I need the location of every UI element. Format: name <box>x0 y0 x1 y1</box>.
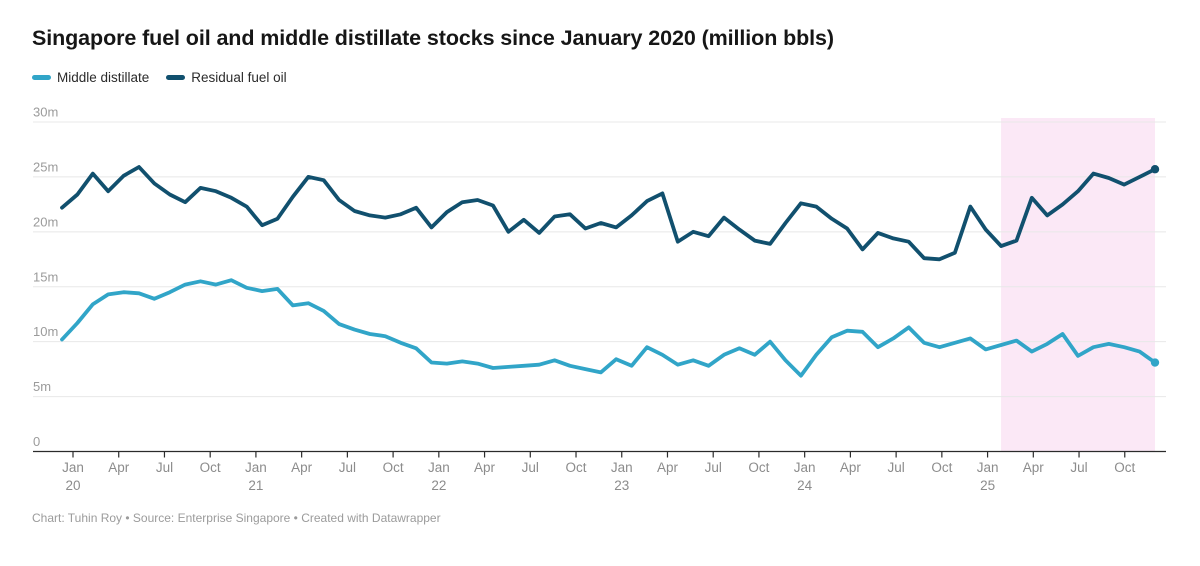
x-axis-label-month: Jan <box>611 460 633 475</box>
y-axis-label-20m: 20m <box>33 214 58 229</box>
chart-title: Singapore fuel oil and middle distillate… <box>32 26 834 50</box>
x-axis-label-month: Apr <box>840 460 862 475</box>
y-axis-label-5m: 5m <box>33 379 51 394</box>
x-axis-label-month: Jan <box>977 460 999 475</box>
chart-area: 30m 25m 20m 15m 10m 5m 0 Jan 20 Apr Jul Oct Jan 21 Apr… <box>0 100 1200 513</box>
legend-swatch-residual-fuel-oil <box>166 75 186 80</box>
legend-swatch-middle-distillate <box>32 75 51 80</box>
x-axis-label-year: 20 <box>65 478 80 493</box>
x-axis-label-month: Oct <box>566 460 587 475</box>
legend-item-middle-distillate: Middle distillate <box>32 70 149 85</box>
x-axis-label-month: Oct <box>748 460 769 475</box>
x-axis-label-month: Jan <box>245 460 267 475</box>
legend-label-middle-distillate: Middle distillate <box>57 70 150 85</box>
x-axis-label-month: Oct <box>383 460 404 475</box>
x-axis-label-month: Apr <box>108 460 130 475</box>
x-axis-label-month: Jan <box>428 460 450 475</box>
x-axis-label-year: 21 <box>248 478 263 493</box>
series-line-residual-fuel-oil <box>60 165 1157 262</box>
series-end-dot-middle-distillate <box>1150 358 1160 367</box>
x-axis-label-month: Apr <box>1023 460 1045 475</box>
x-axis-label-month: Jul <box>1070 460 1087 475</box>
legend-item-residual-fuel-oil: Residual fuel oil <box>166 70 287 85</box>
x-axis-label-month: Oct <box>200 460 221 475</box>
x-axis-label-month: Oct <box>931 460 952 475</box>
x-axis-label-month: Jul <box>156 460 173 475</box>
y-axis-label-10m: 10m <box>33 324 58 339</box>
x-axis-label-month: Jan <box>62 460 84 475</box>
legend-label-residual-fuel-oil: Residual fuel oil <box>191 70 287 85</box>
chart-svg: 30m 25m 20m 15m 10m 5m 0 Jan 20 Apr Jul Oct Jan 21 Apr… <box>33 105 1166 493</box>
x-axis-label-month: Jul <box>705 460 722 475</box>
series-end-dot-residual-fuel-oil <box>1150 165 1160 174</box>
x-axis-label-year: 22 <box>431 478 446 493</box>
x-axis-label-month: Jul <box>887 460 904 475</box>
y-axis-label-30m: 30m <box>33 105 58 120</box>
x-axis-label-year: 24 <box>797 478 813 493</box>
x-axis-label-month: Apr <box>291 460 313 475</box>
series-line-middle-distillate <box>60 278 1157 378</box>
x-axis-label-year: 25 <box>980 478 995 493</box>
legend: Middle distillate Residual fuel oil <box>32 70 287 85</box>
x-axis-label-month: Jul <box>339 460 356 475</box>
x-axis-label-month: Apr <box>657 460 679 475</box>
highlight-band <box>1001 118 1155 452</box>
y-axis-label-15m: 15m <box>33 269 58 284</box>
x-axis-label-month: Apr <box>474 460 496 475</box>
x-axis-label-year: 23 <box>614 478 629 493</box>
y-axis-label-25m: 25m <box>33 159 58 174</box>
x-axis-label-month: Jul <box>522 460 539 475</box>
chart-footer: Chart: Tuhin Roy • Source: Enterprise Si… <box>32 511 441 525</box>
x-axis-label-month: Jan <box>794 460 816 475</box>
y-axis-label-0: 0 <box>33 434 40 449</box>
x-axis-label-month: Oct <box>1114 460 1135 475</box>
